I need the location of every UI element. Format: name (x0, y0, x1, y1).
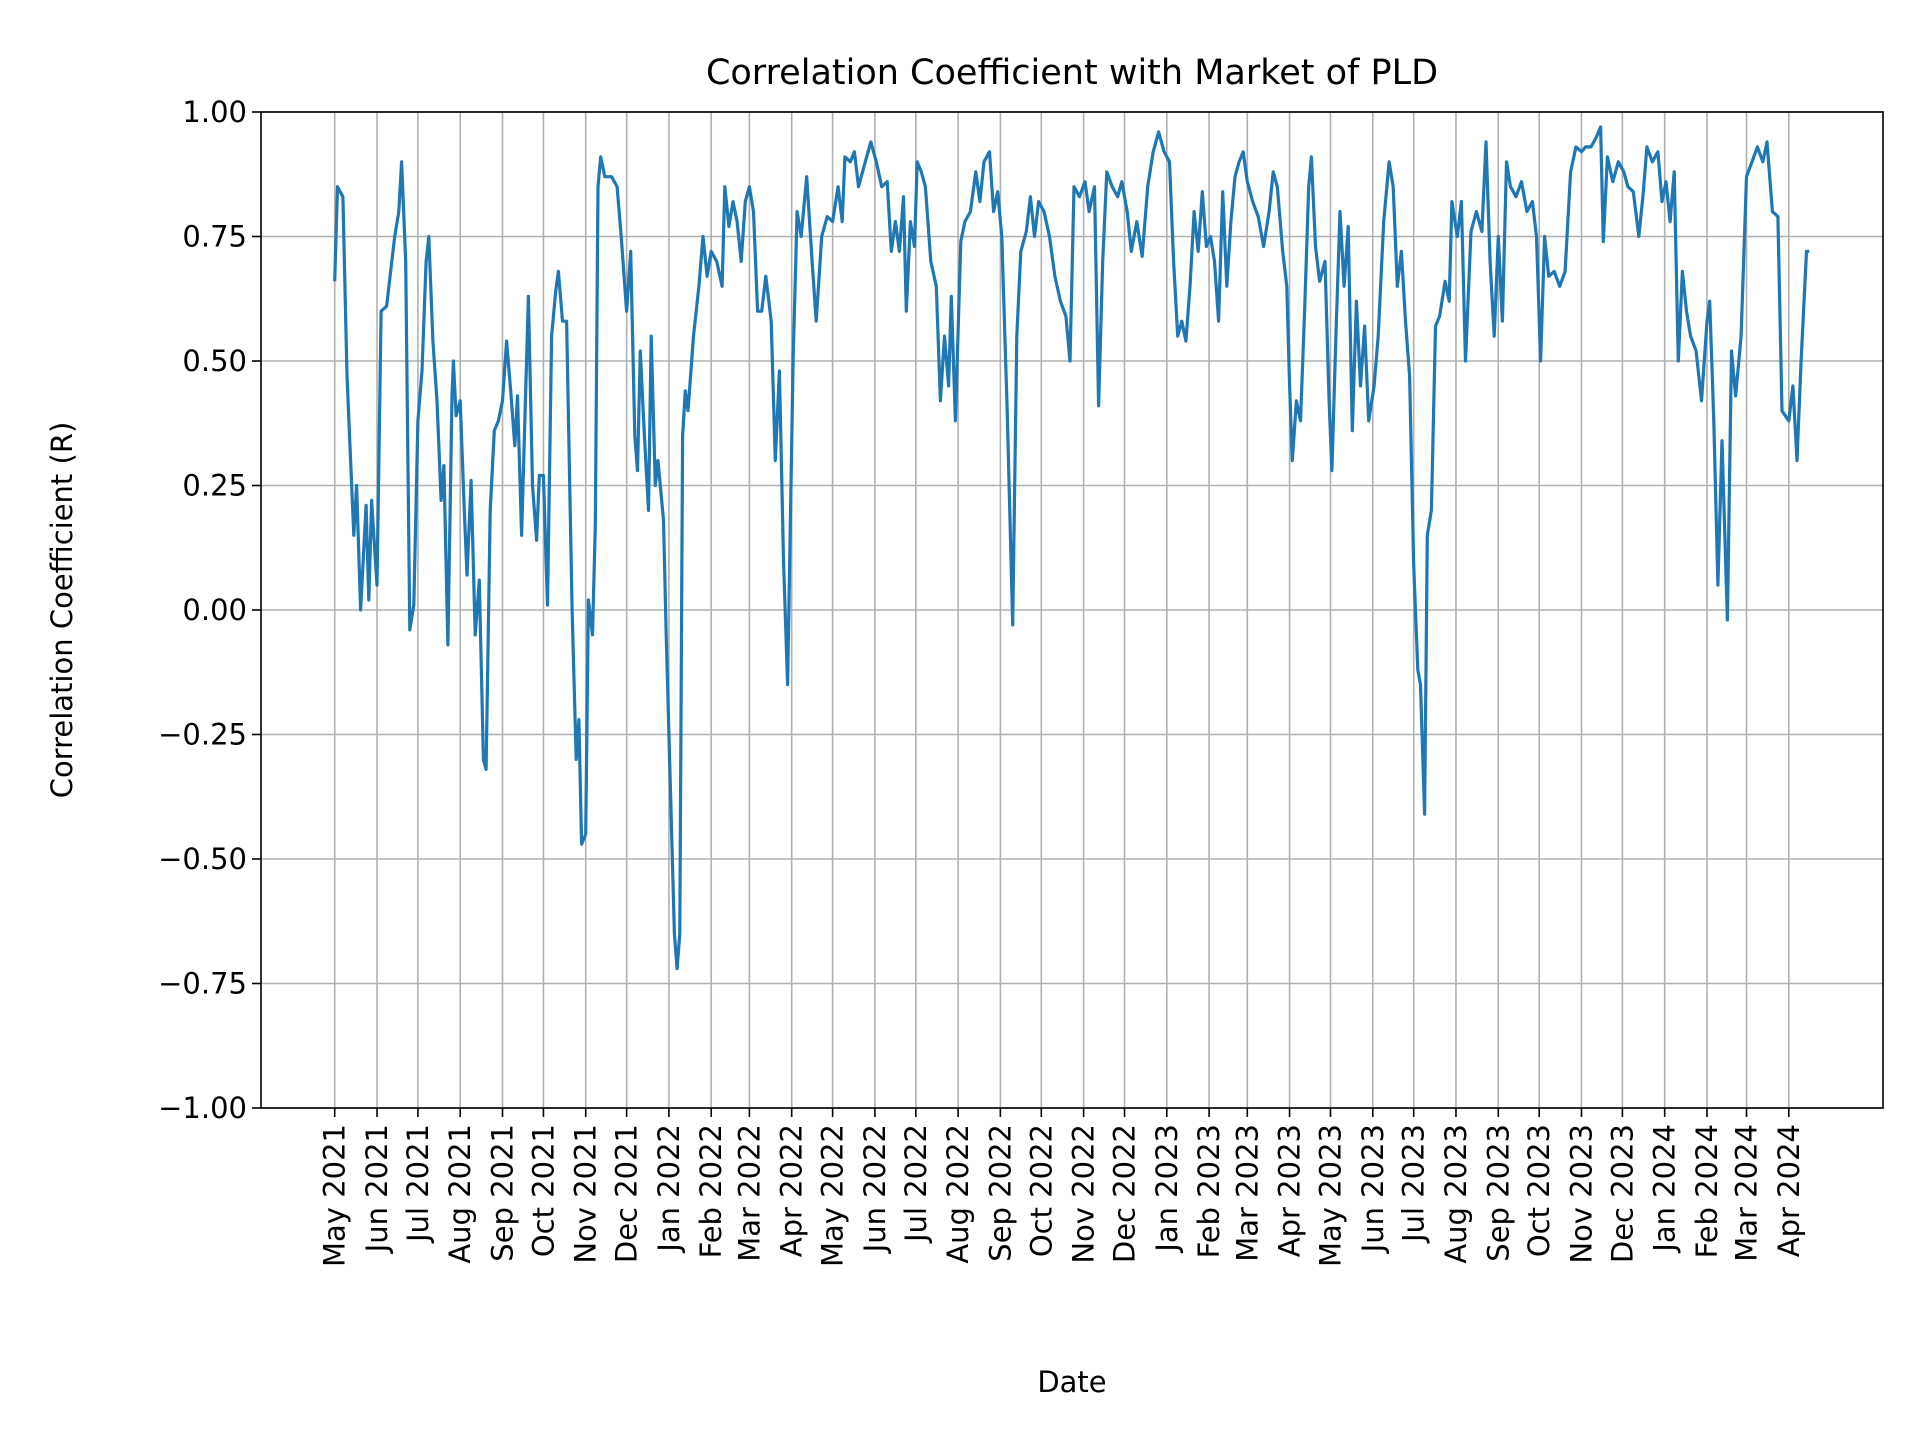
series-layer (333, 125, 1810, 971)
x-tick-label: Sep 2023 (1481, 1124, 1515, 1262)
x-tick-label: Nov 2021 (569, 1124, 603, 1264)
y-tick-label: −0.50 (158, 842, 247, 876)
x-tick-label: Apr 2024 (1772, 1124, 1806, 1257)
x-tick-label: Sep 2021 (486, 1124, 520, 1262)
x-tick-label: Jun 2022 (858, 1124, 892, 1254)
y-tick-label: 0.25 (182, 469, 247, 503)
y-tick-label: 0.50 (182, 344, 247, 378)
x-tick-label: Jul 2022 (899, 1124, 933, 1244)
x-tick-label: Feb 2022 (694, 1124, 728, 1258)
x-tick-label: Feb 2024 (1690, 1124, 1724, 1258)
x-tick-label: May 2021 (318, 1124, 352, 1267)
x-tick-label: Jan 2023 (1150, 1124, 1184, 1254)
x-tick-label: Apr 2023 (1273, 1124, 1307, 1257)
y-tick-label: −1.00 (158, 1091, 247, 1125)
x-tick-label: Dec 2022 (1108, 1124, 1142, 1263)
x-tick-label: Jul 2021 (401, 1124, 435, 1244)
x-tick-label: Jan 2024 (1648, 1124, 1682, 1254)
y-tick-label: −0.25 (158, 718, 247, 752)
x-axis-label: Date (1037, 1365, 1106, 1399)
y-tick-label: −0.75 (158, 967, 247, 1001)
x-tick-label: Mar 2023 (1230, 1124, 1264, 1262)
x-tick-label: Mar 2022 (732, 1124, 766, 1262)
chart-title: Correlation Coefficient with Market of P… (706, 53, 1438, 93)
y-tick-label: 0.75 (182, 220, 247, 254)
y-axis-label: Correlation Coefficient (R) (45, 422, 79, 799)
x-tick-label: May 2022 (816, 1124, 850, 1267)
x-tick-label: Apr 2022 (775, 1124, 809, 1257)
y-axis: 1.00 0.75 0.50 0.25 0.00 −0.25 −0.50 −0.75 −1.00 (158, 95, 261, 1125)
x-tick-label: Oct 2023 (1522, 1124, 1556, 1257)
y-tick-label: 1.00 (182, 95, 247, 129)
x-tick-label: Nov 2023 (1564, 1124, 1598, 1264)
x-tick-label: Dec 2021 (610, 1124, 644, 1263)
x-tick-label: Jun 2023 (1356, 1124, 1390, 1254)
x-tick-label: Feb 2023 (1192, 1124, 1226, 1258)
x-tick-label: Aug 2023 (1439, 1124, 1473, 1264)
x-tick-label: Mar 2024 (1730, 1124, 1764, 1262)
x-tick-label: Oct 2021 (526, 1124, 560, 1257)
x-tick-label: May 2023 (1313, 1124, 1347, 1267)
x-tick-label: Aug 2022 (941, 1124, 975, 1264)
x-tick-label: Aug 2021 (443, 1124, 477, 1264)
y-tick-label: 0.00 (182, 593, 247, 627)
x-axis: May 2021 Jun 2021 Jul 2021 Aug 2021 Sep 2021… (318, 1108, 1806, 1267)
x-tick-label: Jun 2021 (360, 1124, 394, 1254)
x-tick-label: Jan 2022 (652, 1124, 686, 1254)
x-tick-label: Jul 2023 (1397, 1124, 1431, 1244)
x-tick-label: Sep 2022 (983, 1124, 1017, 1262)
x-tick-label: Nov 2022 (1067, 1124, 1101, 1264)
x-tick-label: Dec 2023 (1605, 1124, 1639, 1263)
x-tick-label: Oct 2022 (1024, 1124, 1058, 1257)
